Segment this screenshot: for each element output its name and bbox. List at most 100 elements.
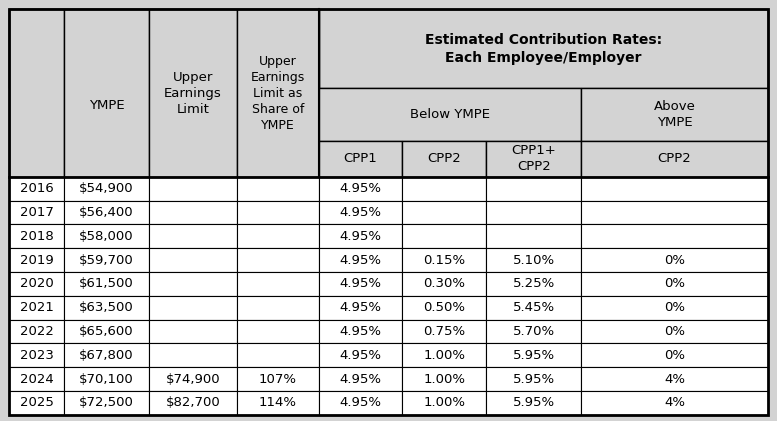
Bar [9, 9, 64, 177]
Bar [64, 367, 149, 391]
Text: 0%: 0% [664, 277, 685, 290]
Bar [9, 177, 64, 201]
Text: 4%: 4% [664, 396, 685, 409]
Text: 5.95%: 5.95% [513, 373, 555, 386]
Bar [9, 391, 64, 415]
Bar [9, 367, 64, 391]
Text: 5.25%: 5.25% [513, 277, 555, 290]
Text: 0.50%: 0.50% [423, 301, 465, 314]
Bar [149, 272, 237, 296]
Bar [319, 320, 402, 344]
Bar [319, 391, 402, 415]
Text: $72,500: $72,500 [79, 396, 134, 409]
Bar [486, 201, 581, 224]
Bar [149, 224, 237, 248]
Text: 2020: 2020 [19, 277, 54, 290]
Text: 5.10%: 5.10% [513, 253, 555, 266]
Bar [64, 224, 149, 248]
Bar [319, 344, 402, 367]
Bar [64, 248, 149, 272]
Text: $56,400: $56,400 [79, 206, 134, 219]
Bar [149, 9, 237, 177]
Bar [64, 272, 149, 296]
Text: Below YMPE: Below YMPE [410, 108, 490, 121]
Bar [64, 9, 149, 177]
Text: 1.00%: 1.00% [423, 396, 465, 409]
Bar [237, 344, 319, 367]
Text: $82,700: $82,700 [166, 396, 221, 409]
Text: 4.95%: 4.95% [340, 206, 382, 219]
Bar [319, 367, 402, 391]
Bar [486, 296, 581, 320]
Text: 4.95%: 4.95% [340, 277, 382, 290]
Bar [9, 201, 64, 224]
Bar [486, 248, 581, 272]
Text: YMPE: YMPE [89, 99, 124, 112]
Text: 4.95%: 4.95% [340, 373, 382, 386]
Text: 4.95%: 4.95% [340, 349, 382, 362]
Text: 4.95%: 4.95% [340, 230, 382, 243]
Bar [149, 391, 237, 415]
Text: 5.45%: 5.45% [513, 301, 555, 314]
Bar [486, 320, 581, 344]
Bar [149, 320, 237, 344]
Bar [581, 320, 768, 344]
Bar [237, 177, 319, 201]
Bar [64, 391, 149, 415]
Bar [486, 177, 581, 201]
Bar [237, 248, 319, 272]
Text: 2025: 2025 [19, 396, 54, 409]
Text: 2022: 2022 [19, 325, 54, 338]
Bar [9, 344, 64, 367]
Bar [149, 248, 237, 272]
Text: 0.15%: 0.15% [423, 253, 465, 266]
Bar [581, 367, 768, 391]
Bar [64, 201, 149, 224]
Bar [237, 296, 319, 320]
Bar [319, 201, 402, 224]
Text: 0%: 0% [664, 253, 685, 266]
Text: 4.95%: 4.95% [340, 301, 382, 314]
Bar [581, 391, 768, 415]
Text: CPP2: CPP2 [657, 152, 692, 165]
Text: $63,500: $63,500 [79, 301, 134, 314]
Text: 5.95%: 5.95% [513, 396, 555, 409]
Bar [319, 177, 402, 201]
Bar [9, 248, 64, 272]
Text: Upper
Earnings
Limit: Upper Earnings Limit [164, 71, 222, 115]
Bar [237, 9, 319, 177]
Bar [402, 224, 486, 248]
Bar [64, 344, 149, 367]
Bar [402, 391, 486, 415]
Text: 0.30%: 0.30% [423, 277, 465, 290]
Bar [402, 177, 486, 201]
Text: 4%: 4% [664, 373, 685, 386]
Text: 2024: 2024 [19, 373, 54, 386]
Text: 2016: 2016 [19, 182, 54, 195]
Text: Estimated Contribution Rates:
Each Employee/Employer: Estimated Contribution Rates: Each Emplo… [424, 33, 662, 65]
Text: $74,900: $74,900 [166, 373, 221, 386]
Bar [319, 272, 402, 296]
Bar [486, 141, 581, 177]
Text: 0%: 0% [664, 349, 685, 362]
Bar [581, 272, 768, 296]
Text: Above
YMPE: Above YMPE [653, 100, 695, 129]
Bar [486, 367, 581, 391]
Text: CPP1: CPP1 [343, 152, 378, 165]
Bar [402, 141, 486, 177]
Text: 5.70%: 5.70% [513, 325, 555, 338]
Bar [319, 224, 402, 248]
Text: 2019: 2019 [19, 253, 54, 266]
Bar [9, 224, 64, 248]
Text: 2017: 2017 [19, 206, 54, 219]
Bar [581, 88, 768, 141]
Text: 0.75%: 0.75% [423, 325, 465, 338]
Bar [237, 201, 319, 224]
Text: 4.95%: 4.95% [340, 182, 382, 195]
Bar [581, 344, 768, 367]
Bar [9, 272, 64, 296]
Bar [149, 177, 237, 201]
Text: 114%: 114% [259, 396, 297, 409]
Text: 0%: 0% [664, 301, 685, 314]
Bar [402, 296, 486, 320]
